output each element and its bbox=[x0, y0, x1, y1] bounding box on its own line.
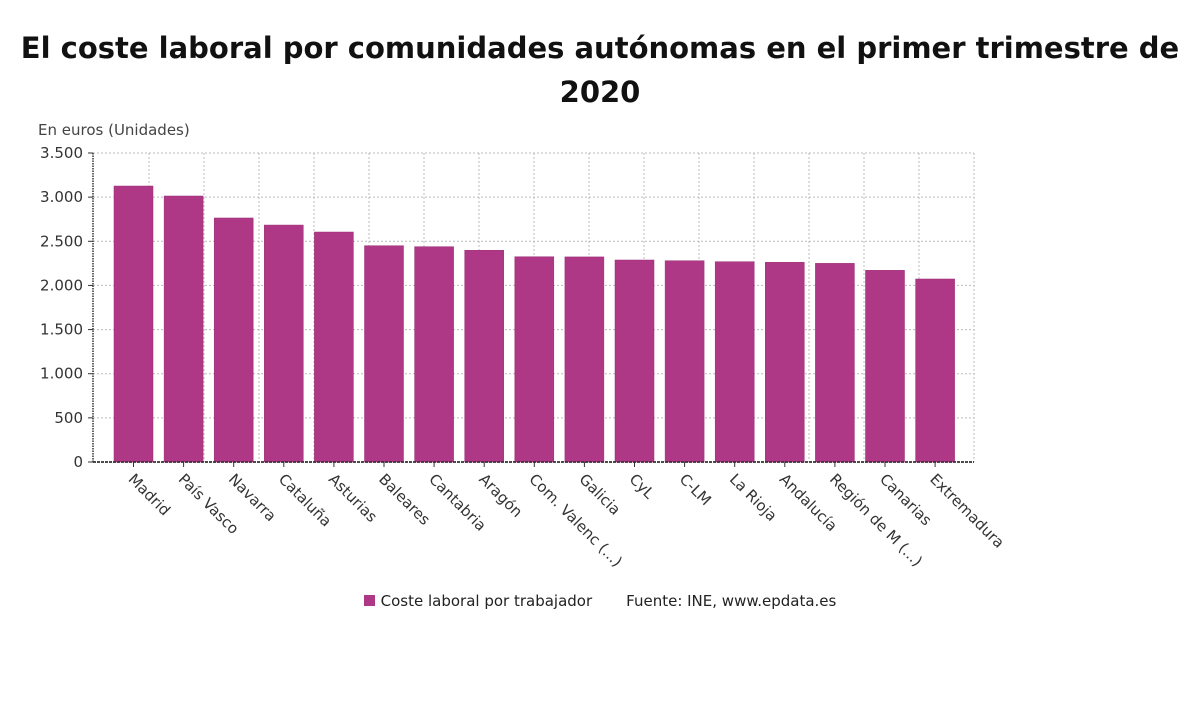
x-tick-label: Región de M (...) bbox=[826, 470, 926, 570]
bar-la-rioja bbox=[714, 261, 755, 463]
axes bbox=[92, 153, 974, 463]
y-tick-label: 0 bbox=[73, 453, 83, 471]
y-tick-label: 3.000 bbox=[40, 188, 83, 206]
x-ticks: Madrid País VascoNavarraCataluñaAsturiasB… bbox=[125, 462, 1008, 571]
x-tick-label: Extremadura bbox=[926, 470, 1008, 552]
x-tick-label: Galicia bbox=[576, 470, 625, 519]
y-tick-label: 1.500 bbox=[40, 321, 83, 339]
x-tick-label: CyL bbox=[626, 470, 659, 503]
bar-región-de-m- bbox=[815, 263, 855, 463]
y-tick-label: 1.000 bbox=[40, 365, 83, 383]
bar-asturias bbox=[314, 231, 354, 463]
bars bbox=[113, 185, 955, 463]
bar-c-lm bbox=[664, 260, 705, 463]
bar-extremadura bbox=[915, 278, 955, 463]
y-tick-label: 2.000 bbox=[40, 276, 83, 294]
x-tick-label: La Rioja bbox=[726, 470, 781, 525]
bar-com-valenc- bbox=[514, 256, 555, 463]
y-tick-label: 3.500 bbox=[40, 144, 83, 162]
legend-swatch bbox=[363, 595, 375, 606]
chart-title: El coste laboral por comunidades autónom… bbox=[20, 31, 1180, 109]
bar-madrid bbox=[113, 185, 154, 463]
bar-baleares bbox=[364, 245, 404, 463]
y-ticks: 0 500 1.000 1.500 2.000 2.500 3.000 3.500 bbox=[40, 144, 93, 471]
x-tick-label: Cataluña bbox=[275, 470, 335, 530]
x-tick-label: Madrid bbox=[125, 470, 174, 519]
bar-canarias bbox=[865, 270, 905, 463]
x-tick-label: Baleares bbox=[375, 470, 434, 529]
source-note: Fuente: INE, www.epdata.es bbox=[626, 592, 837, 610]
x-tick-label: Aragón bbox=[475, 470, 526, 521]
bar-andalucía bbox=[765, 262, 805, 463]
legend-label: Coste laboral por trabajador bbox=[380, 592, 593, 610]
x-tick-label: C-LM bbox=[676, 470, 715, 509]
bar-navarra bbox=[213, 217, 254, 463]
bar-galicia bbox=[564, 256, 605, 463]
y-tick-label: 2.500 bbox=[40, 232, 83, 250]
bar-cantabria bbox=[414, 246, 454, 463]
bar-cataluña bbox=[264, 224, 304, 463]
y-tick-label: 500 bbox=[54, 409, 83, 427]
bar-aragón bbox=[464, 250, 504, 463]
legend: Coste laboral por trabajador Fuente: INE,… bbox=[0, 592, 1200, 610]
bar-cyl bbox=[614, 259, 655, 463]
bar-país-vasco bbox=[163, 195, 204, 463]
x-tick-label: Com. Valenc (...) bbox=[525, 470, 625, 570]
y-axis-label: En euros (Unidades) bbox=[38, 121, 190, 139]
